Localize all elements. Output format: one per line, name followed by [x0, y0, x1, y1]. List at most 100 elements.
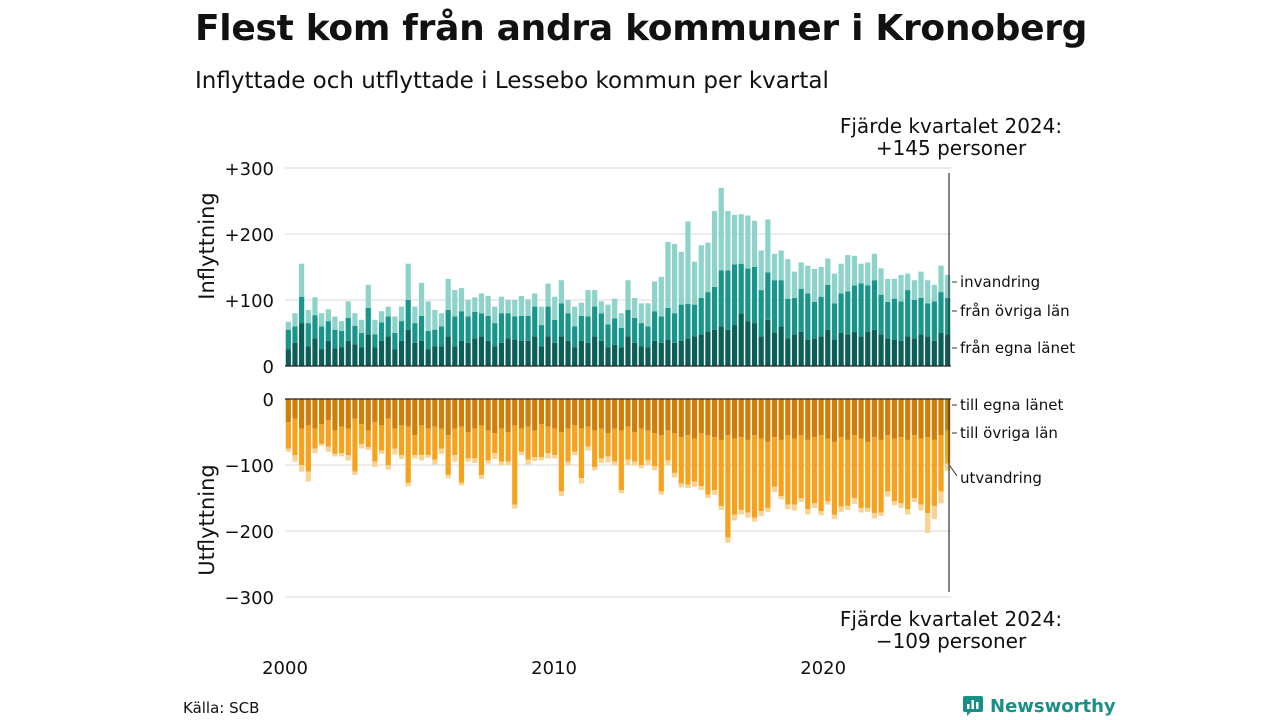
- x-tick-label: 2020: [800, 658, 846, 679]
- top-bar-series-2: [618, 327, 624, 348]
- bottom-bar-series-1: [598, 399, 604, 429]
- top-bar-series-3: [365, 284, 371, 308]
- bottom-bar-series-1: [725, 399, 731, 436]
- bottom-bar-series-1: [585, 399, 591, 427]
- top-bar-series-1: [545, 336, 551, 366]
- bottom-bar-series-2: [472, 428, 478, 459]
- top-bar-series-2: [845, 291, 851, 335]
- bottom-bar-series-2: [339, 426, 345, 454]
- bottom-bar-series-1: [825, 399, 831, 439]
- bottom-bar-series-2: [398, 425, 405, 456]
- bottom-bar-series-1: [458, 399, 465, 427]
- bottom-bar-series-1: [691, 399, 698, 439]
- bottom-bar-series-2: [498, 428, 505, 462]
- bottom-bar-series-1: [791, 399, 798, 439]
- top-bar-series-1: [831, 339, 838, 366]
- bottom-bar-series-2: [851, 435, 858, 498]
- bottom-bar-series-1: [372, 399, 378, 423]
- bottom-bar-series-1: [572, 399, 578, 426]
- top-bar-series-3: [805, 265, 811, 294]
- top-bar-series-2: [578, 315, 584, 341]
- bottom-bar-series-3: [552, 455, 558, 459]
- bottom-bar-series-1: [765, 399, 771, 442]
- top-bar-series-1: [625, 336, 631, 366]
- bottom-bar-series-1: [445, 399, 451, 436]
- bottom-bar-series-2: [865, 441, 871, 508]
- top-bar-series-1: [358, 347, 365, 366]
- bottom-bar-series-2: [645, 430, 651, 461]
- top-bar-series-1: [645, 347, 651, 366]
- bottom-bar-series-2: [492, 433, 498, 454]
- bottom-bar-series-3: [685, 484, 691, 489]
- top-bar-series-1: [418, 340, 425, 366]
- bottom-bar-series-3: [765, 507, 771, 512]
- bottom-bar-series-2: [532, 430, 538, 458]
- bottom-bar-series-1: [319, 399, 325, 425]
- top-bar-series-2: [738, 263, 744, 314]
- bottom-bar-series-2: [785, 435, 791, 505]
- top-bar-series-3: [312, 297, 318, 316]
- top-bar-series-3: [918, 271, 924, 299]
- top-bar-series-1: [438, 346, 445, 366]
- top-bar-series-2: [698, 298, 704, 335]
- top-bar-series-2: [598, 313, 604, 341]
- bottom-bar-series-1: [811, 399, 818, 438]
- top-bar-series-2: [945, 298, 951, 335]
- bottom-bar-series-3: [718, 505, 724, 510]
- bottom-bar-series-2: [612, 428, 618, 462]
- bottom-bar-series-1: [565, 399, 571, 429]
- top-bar-series-3: [665, 241, 671, 308]
- bottom-bar-series-3: [465, 458, 471, 462]
- top-bar-series-3: [738, 214, 744, 264]
- bottom-bar-series-2: [432, 426, 438, 460]
- top-callout-line2: +145 personer: [876, 136, 1027, 160]
- bottom-bar-series-2: [605, 433, 611, 457]
- bottom-callout-line2: −109 personer: [876, 629, 1027, 653]
- top-bar-series-1: [292, 342, 298, 366]
- top-bar-series-1: [738, 313, 744, 366]
- top-bar-series-3: [285, 321, 291, 330]
- bottom-bar-series-1: [505, 399, 511, 432]
- bottom-bar-series-3: [438, 448, 445, 454]
- bottom-bar-series-1: [838, 399, 844, 438]
- top-bar-series-3: [472, 297, 478, 312]
- bottom-bar-series-2: [345, 428, 351, 456]
- top-bar-series-1: [325, 340, 331, 366]
- bottom-bar-series-3: [925, 513, 931, 533]
- top-bar-series-1: [392, 349, 398, 366]
- top-bar-series-2: [865, 285, 871, 332]
- bottom-bar-series-2: [565, 428, 571, 462]
- bottom-bar-series-3: [458, 482, 465, 486]
- top-bar-series-2: [332, 329, 338, 349]
- top-y-tick-label: +200: [225, 225, 274, 246]
- bottom-bar-series-1: [432, 399, 438, 427]
- top-bar-series-3: [718, 187, 724, 271]
- top-bar-series-3: [765, 219, 771, 273]
- bottom-bar-series-3: [385, 465, 391, 470]
- top-bar-series-2: [751, 267, 758, 324]
- bottom-y-tick-label: 0: [263, 390, 274, 411]
- bottom-bar-series-2: [765, 441, 771, 508]
- legend-top-series-3: invandring: [960, 273, 1040, 291]
- top-bar-series-3: [931, 284, 937, 302]
- bottom-bar-series-2: [818, 435, 824, 512]
- top-bar-series-1: [372, 347, 378, 366]
- top-bar-series-2: [585, 316, 591, 343]
- bottom-bar-series-1: [465, 399, 471, 432]
- top-bar-series-3: [552, 296, 558, 320]
- top-bar-series-1: [891, 339, 897, 366]
- bottom-bar-series-2: [778, 439, 784, 497]
- top-bar-series-1: [711, 329, 718, 366]
- bottom-bar-series-2: [751, 435, 758, 518]
- bottom-bar-series-1: [452, 399, 458, 429]
- top-bar-series-3: [538, 306, 544, 326]
- top-bar-series-3: [405, 263, 411, 300]
- bottom-bar-series-1: [285, 399, 291, 423]
- bottom-bar-series-1: [305, 399, 311, 426]
- top-bar-series-2: [418, 315, 425, 341]
- top-bar-series-2: [678, 304, 684, 341]
- bottom-bar-series-1: [512, 399, 518, 426]
- top-bar-series-2: [485, 315, 491, 341]
- top-bar-series-1: [691, 336, 698, 366]
- top-bar-series-2: [478, 313, 485, 337]
